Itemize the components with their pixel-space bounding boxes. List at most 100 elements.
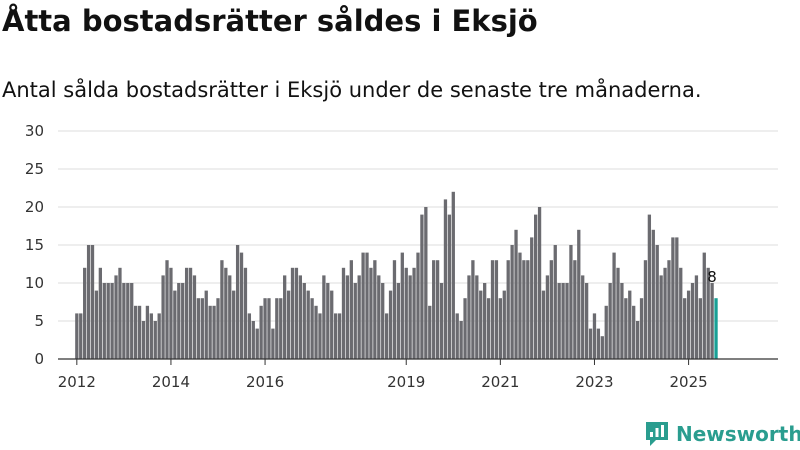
- bar: [267, 298, 271, 359]
- y-tick-label: 0: [34, 350, 44, 368]
- bar: [232, 290, 236, 359]
- bar: [443, 199, 448, 359]
- bar: [98, 267, 102, 359]
- bar: [632, 305, 636, 359]
- bar: [569, 245, 573, 359]
- bar-highlight: [714, 298, 718, 359]
- y-tick-label: 10: [25, 274, 44, 292]
- bar: [561, 283, 565, 359]
- bar: [243, 267, 248, 359]
- bar: [479, 290, 483, 359]
- bar: [518, 252, 522, 359]
- bar: [275, 298, 279, 359]
- bar: [337, 313, 342, 359]
- bar: [439, 283, 444, 359]
- bar: [208, 305, 212, 359]
- bar: [357, 275, 361, 359]
- bar: [679, 267, 683, 359]
- bar: [600, 336, 604, 359]
- bar: [502, 290, 506, 359]
- bar: [573, 260, 577, 359]
- bar: [702, 252, 706, 359]
- bar: [604, 305, 608, 359]
- bar: [659, 275, 663, 359]
- bar: [196, 298, 201, 359]
- bar: [710, 283, 714, 359]
- bar: [514, 229, 518, 359]
- bar: [298, 275, 302, 359]
- bar: [369, 267, 373, 359]
- bar: [263, 298, 267, 359]
- bar: [384, 313, 389, 359]
- bar: [173, 290, 177, 359]
- bar: [349, 260, 353, 359]
- bar: [188, 267, 193, 359]
- y-tick-label: 20: [25, 198, 44, 216]
- bar: [490, 260, 495, 359]
- y-tick-label: 15: [25, 236, 44, 254]
- bar: [90, 245, 95, 359]
- bar: [118, 267, 122, 359]
- bar: [612, 252, 616, 359]
- bar: [526, 260, 530, 359]
- bar: [247, 313, 252, 359]
- bar: [106, 283, 110, 359]
- bar: [251, 321, 255, 359]
- bar: [581, 275, 585, 359]
- bar: [537, 207, 542, 359]
- bar: [365, 252, 369, 359]
- bar: [169, 267, 173, 359]
- bar: [79, 313, 83, 359]
- x-tick-label: 2012: [58, 373, 96, 391]
- bar: [177, 283, 181, 359]
- bar: [541, 290, 546, 359]
- bar: [294, 267, 299, 359]
- bar: [616, 267, 620, 359]
- chart-title: Åtta bostadsrätter såldes i Eksjö: [2, 4, 538, 38]
- bar: [577, 229, 581, 359]
- bar: [396, 283, 401, 359]
- bar: [686, 290, 691, 359]
- bar: [416, 252, 420, 359]
- chart-subtitle: Antal sålda bostadsrätter i Eksjö under …: [2, 78, 702, 102]
- bar: [447, 214, 452, 359]
- last-value-label: 8: [707, 268, 717, 286]
- bar: [475, 275, 479, 359]
- bar: [483, 283, 487, 359]
- bar: [467, 275, 471, 359]
- bar: [377, 275, 381, 359]
- bar: [588, 328, 593, 359]
- bar: [530, 237, 534, 359]
- bar: [200, 298, 204, 359]
- bar: [126, 283, 130, 359]
- x-tick-label: 2014: [152, 373, 190, 391]
- bar: [694, 275, 699, 359]
- bar: [326, 283, 330, 359]
- bar: [432, 260, 436, 359]
- bar: [506, 260, 510, 359]
- bar: [279, 298, 283, 359]
- bar: [286, 290, 291, 359]
- bar: [683, 298, 687, 359]
- bar: [522, 260, 526, 359]
- x-tick-label: 2025: [669, 373, 707, 391]
- bar: [110, 283, 114, 359]
- bar: [259, 305, 263, 359]
- bar: [141, 321, 146, 359]
- bar: [424, 207, 428, 359]
- bar: [675, 237, 679, 359]
- bar: [549, 260, 553, 359]
- bar: [145, 305, 150, 359]
- bar: [643, 260, 648, 359]
- bar: [345, 275, 350, 359]
- bar: [114, 275, 118, 359]
- bar: [459, 321, 463, 359]
- bar: [373, 260, 377, 359]
- bar: [565, 283, 569, 359]
- bar: [361, 252, 365, 359]
- bar: [290, 267, 295, 359]
- bar: [494, 260, 499, 359]
- bar: [153, 321, 157, 359]
- bar: [404, 267, 408, 359]
- y-tick-label: 5: [34, 312, 44, 330]
